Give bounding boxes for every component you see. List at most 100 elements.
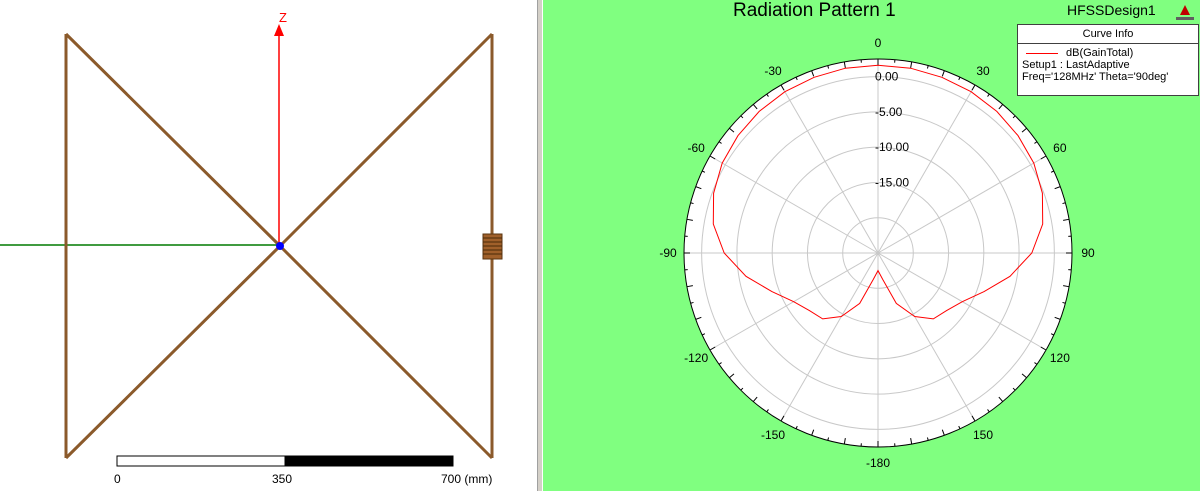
angle-tick-labels: 0 30 60 90 120 150 -180 -150 -120 -90 -60 -30 <box>659 36 1095 470</box>
outer-tick <box>1040 346 1047 351</box>
scale-label-350: 350 <box>272 472 293 486</box>
upper-right-wire <box>278 32 494 248</box>
scale-label-0: 0 <box>114 472 121 486</box>
origin-marker <box>276 242 284 250</box>
outer-tick <box>795 425 798 430</box>
legend-setup: Setup1 : LastAdaptive <box>1022 59 1130 71</box>
outer-tick <box>843 438 846 445</box>
radial-tick-label: -15.00 <box>875 175 909 189</box>
angle-tick-label: -90 <box>659 246 677 260</box>
angle-tick-label: 150 <box>973 428 993 442</box>
scale-bar-black <box>284 455 454 467</box>
legend-entry[interactable]: dB(GainTotal) <box>1018 47 1198 59</box>
outer-tick <box>987 93 990 97</box>
angle-tick-label: 90 <box>1081 246 1095 260</box>
legend-header: Curve Info <box>1018 25 1198 44</box>
outer-tick <box>740 115 744 119</box>
lower-right-wire <box>278 244 494 460</box>
outer-tick <box>686 218 693 221</box>
outer-tick <box>1012 115 1016 119</box>
scale-label-700: 700 (mm) <box>441 472 493 486</box>
series-gain-total[interactable] <box>712 64 1044 320</box>
outer-tick <box>958 76 961 81</box>
outer-tick <box>827 65 830 69</box>
outer-tick <box>971 415 976 422</box>
outer-tick <box>987 409 990 413</box>
angle-tick-label: -150 <box>761 428 785 442</box>
outer-tick <box>780 415 785 422</box>
angle-tick-label: 30 <box>976 64 990 78</box>
outer-tick <box>1050 333 1055 336</box>
outer-tick <box>690 301 694 304</box>
outer-tick <box>709 155 716 160</box>
outer-tick <box>998 396 1004 402</box>
outer-tick <box>910 61 913 68</box>
outer-tick <box>690 202 694 205</box>
radial-tick-labels: 0.00 -5.00 -10.00 -15.00 <box>875 70 909 190</box>
outer-tick <box>729 127 735 133</box>
angle-tick-label: 120 <box>1050 351 1070 365</box>
outer-tick <box>709 346 716 351</box>
outer-tick <box>766 93 769 97</box>
angle-tick-label: -60 <box>687 141 705 155</box>
outer-tick <box>729 373 735 379</box>
outer-tick <box>780 84 785 91</box>
outer-tick <box>941 429 945 436</box>
antenna-wires <box>64 32 494 460</box>
grid-spoke <box>709 155 879 254</box>
outer-tick <box>910 438 913 445</box>
outer-tick <box>926 65 929 69</box>
outer-tick <box>1054 186 1061 190</box>
legend-curve-name: dB(GainTotal) <box>1066 47 1134 59</box>
angle-tick-label: -30 <box>764 64 782 78</box>
outer-tick <box>1040 155 1047 160</box>
z-axis-arrow-icon <box>274 24 284 36</box>
upper-left-wire <box>64 32 282 248</box>
outer-tick <box>1063 218 1070 221</box>
outer-tick <box>701 333 706 336</box>
outer-tick <box>740 387 744 391</box>
coil-element[interactable] <box>482 233 503 260</box>
outer-tick <box>752 104 758 110</box>
outer-tick <box>718 141 722 144</box>
curve-info-legend[interactable]: Curve Info dB(GainTotal) Setup1 : LastAd… <box>1017 24 1199 96</box>
geometry-viewport[interactable]: Z 0 350 700 (mm) <box>0 0 537 491</box>
outer-tick <box>766 409 769 413</box>
grid-spoke <box>780 252 879 422</box>
outer-tick <box>811 429 815 436</box>
outer-tick <box>1062 301 1066 304</box>
radiation-plot-panel[interactable]: Radiation Pattern 1 HFSSDesign1 0.00 -5.0… <box>543 0 1200 491</box>
pane-splitter[interactable] <box>537 0 543 491</box>
legend-swatch <box>1026 52 1058 54</box>
outer-tick <box>752 396 758 402</box>
scale-bar-white <box>116 455 286 467</box>
lower-left-wire <box>64 244 282 460</box>
angle-tick-label: -180 <box>866 456 890 470</box>
outer-tick <box>1012 387 1016 391</box>
radial-tick-label: -5.00 <box>875 105 903 119</box>
outer-tick <box>695 186 702 190</box>
outer-tick <box>1034 141 1038 144</box>
outer-tick <box>1021 373 1027 379</box>
angle-tick-label: 0 <box>875 36 882 50</box>
ansys-logo-icon <box>1176 5 1194 20</box>
outer-tick <box>701 170 706 173</box>
outer-tick <box>795 76 798 81</box>
outer-tick <box>1021 127 1027 133</box>
outer-tick <box>1062 202 1066 205</box>
outer-tick-marks <box>684 59 1072 447</box>
outer-tick <box>686 285 693 288</box>
outer-tick <box>843 61 846 68</box>
grid-spoke <box>877 252 976 422</box>
geometry-canvas: Z <box>0 10 503 467</box>
outer-tick <box>1050 170 1055 173</box>
grid-spoke <box>780 84 879 254</box>
chart-title: Radiation Pattern 1 <box>733 0 896 21</box>
outer-tick <box>811 70 815 77</box>
outer-tick <box>958 425 961 430</box>
outer-tick <box>1034 362 1038 365</box>
grid-spoke <box>877 84 976 254</box>
outer-tick <box>971 84 976 91</box>
angle-tick-label: -120 <box>684 351 708 365</box>
design-name: HFSSDesign1 <box>1067 2 1156 18</box>
